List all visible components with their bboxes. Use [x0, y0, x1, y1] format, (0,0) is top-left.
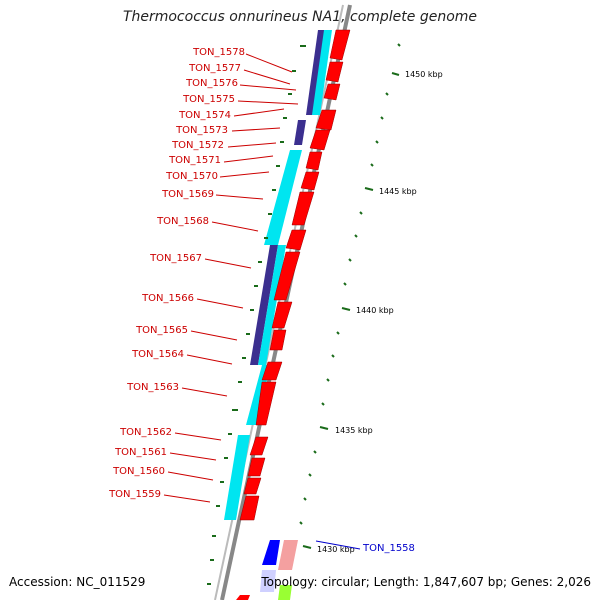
kbp-label: 1445 kbp	[379, 187, 417, 196]
gene-label: TON_1571	[168, 155, 221, 166]
label-leaders	[163, 53, 299, 503]
gene-label: TON_1572	[171, 140, 224, 151]
kbp-label: 1450 kbp	[405, 70, 443, 79]
gene-label: TON_1563	[126, 382, 179, 393]
highlight-gene-label: TON_1558	[362, 543, 415, 554]
bottom-genes	[236, 540, 298, 600]
gene-label: TON_1562	[119, 427, 172, 438]
gene-label: TON_1566	[141, 293, 194, 304]
map-title: Thermococcus onnurineus NA1, complete ge…	[122, 9, 478, 25]
gene-label: TON_1578	[192, 47, 245, 58]
gene-label: TON_1573	[175, 125, 228, 136]
tick-marks	[207, 43, 401, 585]
genome-summary: Topology: circular; Length: 1,847,607 bp…	[261, 575, 591, 589]
gene-labels: TON_1578 TON_1577 TON_1576 TON_1575 TON_…	[108, 47, 415, 554]
gene-label: TON_1567	[149, 253, 202, 264]
cyan-track	[224, 30, 332, 520]
accession-text: Accession: NC_011529	[9, 575, 146, 589]
highlight-leader	[315, 540, 361, 550]
gene-label: TON_1574	[178, 110, 231, 121]
gene-label: TON_1575	[182, 94, 235, 105]
gene-label: TON_1565	[135, 325, 188, 336]
gene-label: TON_1560	[112, 466, 165, 477]
gene-label: TON_1569	[161, 189, 214, 200]
forward-strand-genes	[239, 29, 351, 521]
kbp-label: 1435 kbp	[335, 426, 373, 435]
gene-label: TON_1577	[188, 63, 241, 74]
gene-label: TON_1568	[156, 216, 209, 227]
kbp-label: 1440 kbp	[356, 306, 394, 315]
gene-label: TON_1561	[114, 447, 167, 458]
gene-label: TON_1570	[165, 171, 218, 182]
gene-label: TON_1559	[108, 489, 161, 500]
gene-label: TON_1576	[185, 78, 238, 89]
kbp-label: 1430 kbp	[317, 545, 355, 554]
gene-label: TON_1564	[131, 349, 184, 360]
